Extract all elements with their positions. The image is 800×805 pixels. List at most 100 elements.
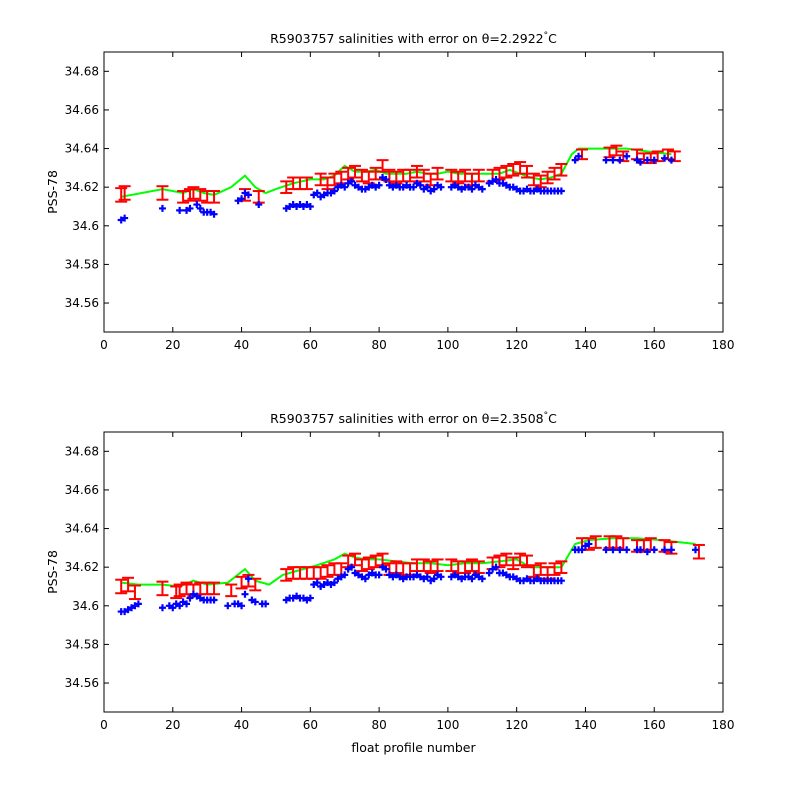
salinity-point	[468, 575, 476, 583]
x-tick-label: 120	[505, 338, 528, 352]
salinity-point	[650, 546, 658, 554]
x-tick-label: 20	[165, 338, 180, 352]
x-tick-label: 40	[234, 718, 249, 732]
salinity-point	[158, 604, 166, 612]
salinity-point	[241, 590, 249, 598]
x-tick-label: 100	[436, 338, 459, 352]
salinity-point	[262, 600, 270, 608]
salinity-point	[255, 201, 263, 209]
salinity-point	[210, 596, 218, 604]
x-tick-label: 160	[643, 718, 666, 732]
salinity-point	[643, 156, 651, 164]
error-bar	[472, 168, 485, 183]
chart-title-degree: °	[544, 411, 549, 421]
x-tick-label: 160	[643, 338, 666, 352]
error-bar	[417, 558, 430, 573]
salinity-point	[661, 546, 669, 554]
chart-title-unit: C	[548, 31, 557, 46]
x-tick-label: 80	[371, 338, 386, 352]
error-bar	[122, 576, 135, 593]
salinity-point	[158, 204, 166, 212]
error-bar	[431, 166, 444, 181]
error-bar	[321, 176, 334, 191]
salinity-point	[416, 181, 424, 189]
error-bar	[527, 172, 540, 187]
salinity-point	[492, 175, 500, 183]
salinity-point	[341, 571, 349, 579]
salinity-point	[643, 548, 651, 556]
salinity-point	[244, 191, 252, 199]
salinity-point	[341, 183, 349, 191]
chart-title: R5903757 salinities with error on θ=2.29…	[270, 31, 557, 46]
error-bar	[445, 168, 458, 183]
y-tick-label: 34.64	[65, 142, 99, 156]
error-bar	[208, 190, 221, 204]
salinity-point	[423, 183, 431, 191]
plot-data	[115, 144, 681, 224]
salinity-point	[557, 577, 565, 585]
reference-salinity-line	[121, 537, 696, 588]
error-bar	[589, 535, 602, 549]
y-tick-label: 34.58	[65, 257, 99, 271]
y-axis-label: PSS-78	[45, 170, 60, 214]
error-bar	[128, 584, 141, 601]
chart-panel-top: 0 20 40 60 80 100 120 140 160 180 34.56 34.58 34.6 34…	[45, 31, 734, 352]
salinity-point	[557, 187, 565, 195]
salinity-point	[430, 185, 438, 193]
error-bar	[459, 168, 472, 183]
error-bar	[156, 185, 169, 201]
x-tick-label: 60	[303, 718, 318, 732]
error-bar	[514, 161, 527, 175]
error-bar	[424, 560, 437, 574]
y-tick-label: 34.56	[65, 296, 99, 310]
salinity-point	[313, 579, 321, 587]
chart-title-text: R5903757 salinities with error on θ=2.35…	[270, 411, 544, 426]
error-bar	[410, 164, 423, 179]
y-tick-label: 34.66	[65, 483, 99, 497]
error-bar	[548, 166, 561, 181]
error-bar	[177, 190, 190, 204]
salinity-point	[423, 573, 431, 581]
salinity-point	[602, 546, 610, 554]
error-bar	[225, 583, 238, 598]
salinity-point	[437, 183, 445, 191]
salinity-point	[578, 546, 586, 554]
salinity-point	[571, 156, 579, 164]
salinity-point	[169, 604, 177, 612]
salinity-point	[468, 185, 476, 193]
salinity-point	[330, 187, 338, 195]
error-bar	[610, 144, 623, 157]
error-bar	[520, 554, 533, 569]
error-bar	[115, 578, 128, 595]
salinity-point	[238, 195, 246, 203]
error-bar	[280, 568, 293, 582]
salinity-point	[134, 600, 142, 608]
salinity-point	[492, 563, 500, 571]
x-tick-label: 0	[100, 338, 108, 352]
salinity-point	[585, 540, 593, 548]
x-tick-label: 140	[574, 718, 597, 732]
error-bar	[465, 558, 478, 573]
salinity-point	[437, 573, 445, 581]
error-bar	[194, 188, 207, 202]
salinity-point	[609, 546, 617, 554]
salinity-point	[348, 177, 356, 185]
error-bar	[187, 186, 200, 200]
salinity-point	[575, 152, 583, 160]
salinity-point	[410, 183, 417, 191]
salinity-point	[183, 600, 191, 608]
x-tick-label: 40	[234, 338, 249, 352]
error-bar	[445, 558, 458, 573]
x-tick-label: 0	[100, 718, 108, 732]
salinity-point	[186, 594, 194, 602]
y-tick-label: 34.62	[65, 180, 99, 194]
x-tick-label: 60	[303, 338, 318, 352]
salinity-point	[176, 602, 184, 610]
salinity-point	[616, 546, 624, 554]
salinity-point	[478, 575, 486, 583]
x-tick-label: 180	[712, 338, 735, 352]
salinity-point	[691, 546, 699, 554]
salinity-point	[609, 156, 617, 164]
error-bar	[404, 168, 417, 183]
